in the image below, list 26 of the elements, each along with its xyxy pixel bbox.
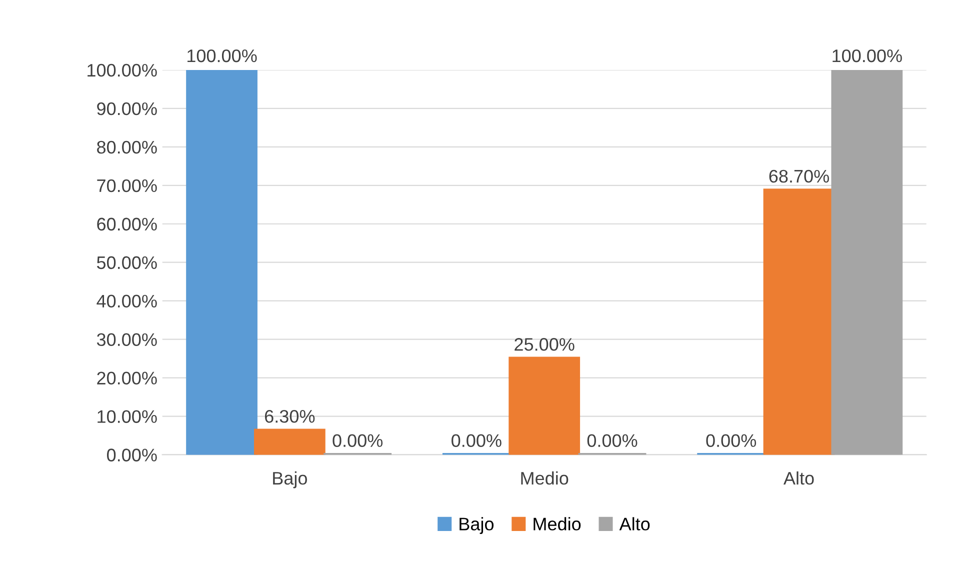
legend-label: Bajo — [460, 517, 494, 534]
data-label: 100.00% — [832, 49, 902, 62]
data-label: 0.00% — [706, 434, 756, 448]
data-label: 0.00% — [332, 434, 383, 448]
y-tick-label: 20.00% — [97, 372, 157, 385]
y-tick-label: 100.00% — [88, 64, 157, 77]
x-tick-label: Bajo — [273, 471, 307, 488]
y-tick-label: 10.00% — [98, 410, 157, 423]
data-label: 0.00% — [587, 434, 638, 448]
data-label: 25.00% — [514, 338, 574, 351]
y-tick-label: 0.00% — [107, 448, 157, 462]
y-tick-label: 90.00% — [97, 102, 157, 116]
data-label: 0.00% — [452, 434, 502, 448]
x-tick-label: Medio — [521, 471, 568, 485]
y-tick-label: 40.00% — [96, 294, 157, 308]
y-tick-label: 80.00% — [97, 140, 157, 154]
data-label: 100.00% — [188, 49, 257, 62]
data-label: 6.30% — [265, 410, 315, 423]
legend-label: Medio — [534, 517, 581, 530]
y-tick-label: 60.00% — [97, 218, 157, 231]
y-tick-label: 70.00% — [97, 179, 157, 192]
y-tick-label: 50.00% — [96, 256, 157, 270]
x-tick-label: Alto — [783, 471, 814, 485]
legend-label: Alto — [619, 517, 650, 530]
data-label: 68.70% — [769, 170, 829, 183]
y-tick-label: 30.00% — [96, 333, 157, 346]
